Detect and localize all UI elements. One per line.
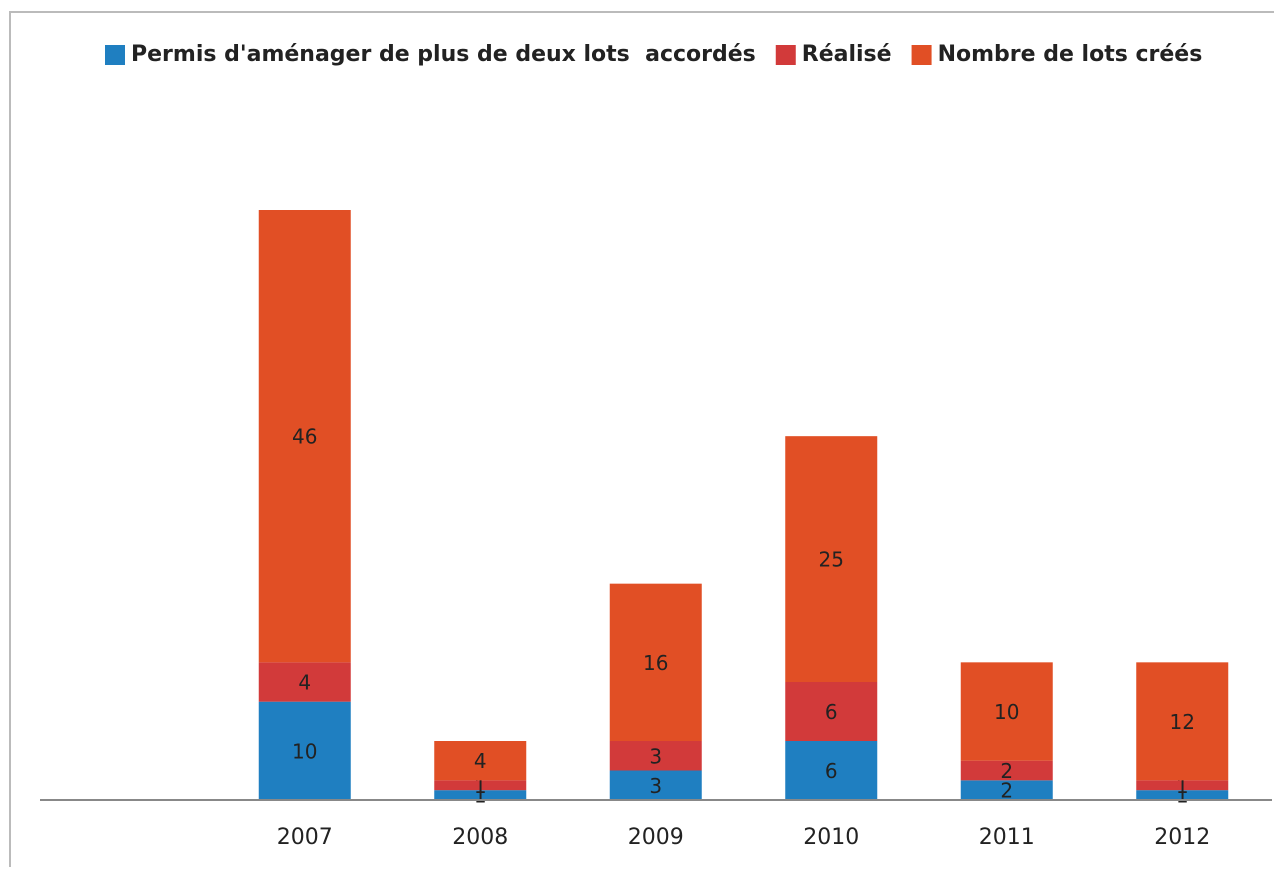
data-label: 10: [994, 700, 1019, 724]
data-label: 4: [298, 671, 311, 695]
data-label: 16: [643, 651, 668, 675]
data-label: 3: [649, 744, 662, 768]
x-tick-label: 2008: [452, 825, 508, 850]
bar-segment: [785, 741, 878, 800]
bar-segment: [434, 790, 527, 800]
bar-segment: [258, 701, 351, 800]
data-label: 2: [1000, 779, 1013, 803]
x-tick-label: 2007: [277, 825, 333, 850]
bar-segment: [1136, 780, 1229, 791]
bar-segment: [258, 210, 351, 663]
bar-segment: [960, 780, 1053, 800]
legend-label: Permis d'aménager de plus de deux lots a…: [131, 42, 756, 67]
bar-segment: [960, 662, 1053, 761]
legend-label: Nombre de lots créés: [938, 42, 1203, 67]
bar-segment: [258, 662, 351, 702]
x-tick-label: 2011: [979, 825, 1035, 850]
x-tick-label: 2012: [1154, 825, 1210, 850]
bar-segment: [434, 741, 527, 781]
x-tick-label: 2009: [628, 825, 684, 850]
bar-segment: [785, 682, 878, 741]
data-label: 4: [474, 749, 487, 773]
legend-label: Réalisé: [802, 42, 892, 67]
legend-swatch: [105, 45, 125, 65]
data-label: 10: [292, 739, 317, 763]
data-label: 12: [1170, 710, 1195, 734]
data-label: 3: [649, 774, 662, 798]
bar-segment: [785, 436, 878, 682]
data-label: 6: [825, 759, 838, 783]
bar-segment: [609, 770, 702, 800]
data-label: 25: [819, 548, 844, 572]
legend-swatch: [775, 45, 796, 65]
data-label: 2: [1000, 759, 1013, 783]
bar-segment: [1136, 662, 1229, 781]
legend-swatch: [911, 45, 932, 65]
bar-segment: [609, 741, 702, 771]
bar-segment: [609, 583, 702, 741]
x-tick-label: 2010: [803, 825, 859, 850]
bar-segment: [960, 760, 1053, 781]
bar-segment: [1136, 790, 1229, 800]
data-label: 46: [292, 425, 317, 449]
data-label: 6: [825, 700, 838, 724]
bar-segment: [434, 780, 527, 791]
